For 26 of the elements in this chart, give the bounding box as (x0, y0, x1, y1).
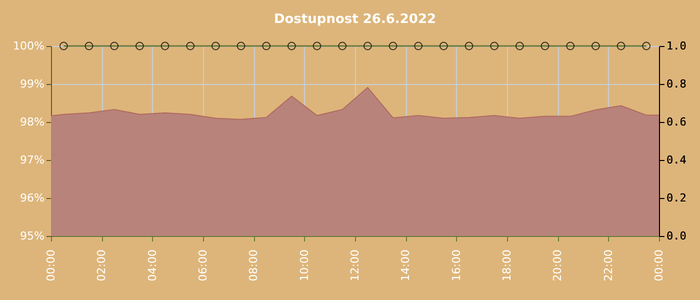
y2-tick-label: 0.4 (666, 154, 687, 166)
y-tick-label: 95% (20, 230, 44, 242)
x-tick-label: 08:00 (247, 250, 260, 282)
y2-tick-label: 1.0 (666, 40, 686, 52)
x-tick-label: 06:00 (196, 250, 210, 282)
y2-tick-label: 0.8 (666, 78, 686, 90)
chart-title: Dostupnost 26.6.2022 (274, 12, 436, 27)
y-tick-label: 96% (20, 192, 44, 204)
y-tick-label: 98% (20, 116, 44, 128)
x-tick-label: 00:00 (652, 250, 666, 282)
x-tick-label: 10:00 (298, 250, 311, 282)
y2-tick-label: 0.2 (666, 192, 686, 204)
x-tick-label: 16:00 (450, 250, 463, 282)
y-tick-label: 99% (20, 78, 44, 90)
x-tick-label: 04:00 (146, 250, 159, 282)
y-tick-label: 100% (13, 40, 44, 52)
x-tick-label: 18:00 (500, 250, 514, 282)
x-tick-label: 00:00 (44, 250, 58, 282)
x-tick-label: 12:00 (348, 250, 362, 282)
x-tick-label: 14:00 (399, 250, 412, 282)
x-tick-label: 20:00 (551, 250, 564, 282)
x-tick-label: 02:00 (95, 250, 108, 282)
y2-tick-label: 0.0 (666, 230, 686, 242)
x-tick-label: 22:00 (602, 250, 615, 282)
y2-tick-label: 0.6 (666, 116, 686, 128)
y-tick-label: 97% (20, 154, 44, 166)
